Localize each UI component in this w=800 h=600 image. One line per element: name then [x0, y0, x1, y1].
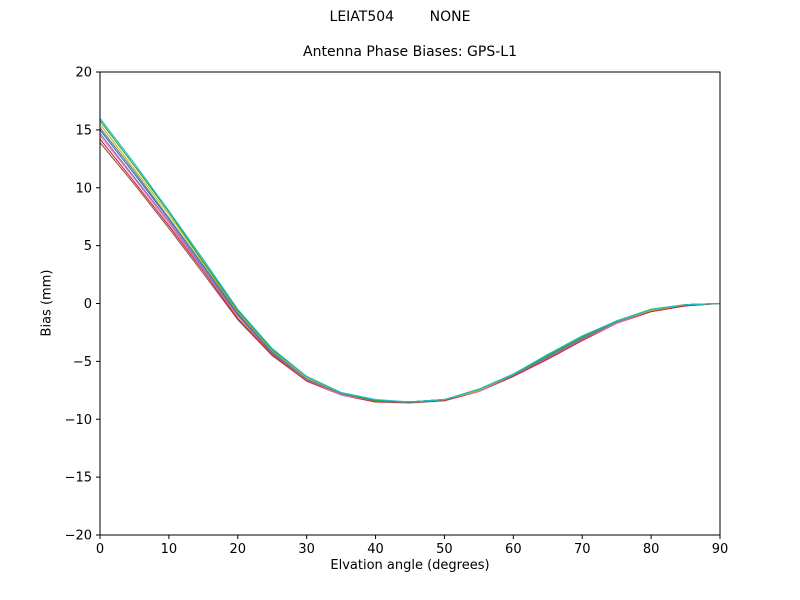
x-tick-label: 60 — [505, 542, 522, 557]
x-tick-label: 20 — [230, 542, 247, 557]
x-tick-label: 40 — [367, 542, 384, 557]
y-tick-label: −5 — [73, 355, 92, 370]
y-tick-label: 15 — [75, 123, 92, 138]
data-line-line-7 — [99, 123, 721, 403]
data-line-line-1 — [99, 142, 721, 404]
y-tick-label: −10 — [65, 413, 92, 428]
data-line-line-2 — [99, 138, 721, 403]
y-tick-label: 10 — [75, 181, 92, 196]
data-line-line-9 — [99, 117, 721, 403]
axes-frame — [99, 71, 721, 536]
x-tick-label: 50 — [436, 542, 453, 557]
x-axis-label: Elvation angle (degrees) — [330, 558, 490, 573]
chart-title: Antenna Phase Biases: GPS-L1 — [303, 44, 517, 60]
data-line-line-4 — [99, 132, 721, 403]
x-tick-label: 80 — [643, 542, 660, 557]
data-line-line-8 — [99, 120, 721, 403]
data-line-line-3 — [99, 135, 721, 403]
y-tick-label: −15 — [65, 471, 92, 486]
y-tick-label: 20 — [75, 66, 92, 81]
x-tick-label: 10 — [161, 542, 178, 557]
data-line-line-5 — [99, 129, 721, 403]
x-tick-label: 0 — [96, 542, 104, 557]
figure-suptitle: LEIAT504 NONE — [329, 9, 471, 25]
y-axis-label: Bias (mm) — [39, 269, 55, 337]
x-tick-label: 90 — [712, 542, 729, 557]
y-tick-label: 0 — [84, 297, 92, 312]
data-line-line-6 — [99, 127, 721, 403]
y-tick-label: 5 — [84, 239, 92, 254]
x-tick-label: 70 — [574, 542, 591, 557]
y-tick-label: −20 — [65, 529, 92, 544]
x-tick-label: 30 — [298, 542, 315, 557]
